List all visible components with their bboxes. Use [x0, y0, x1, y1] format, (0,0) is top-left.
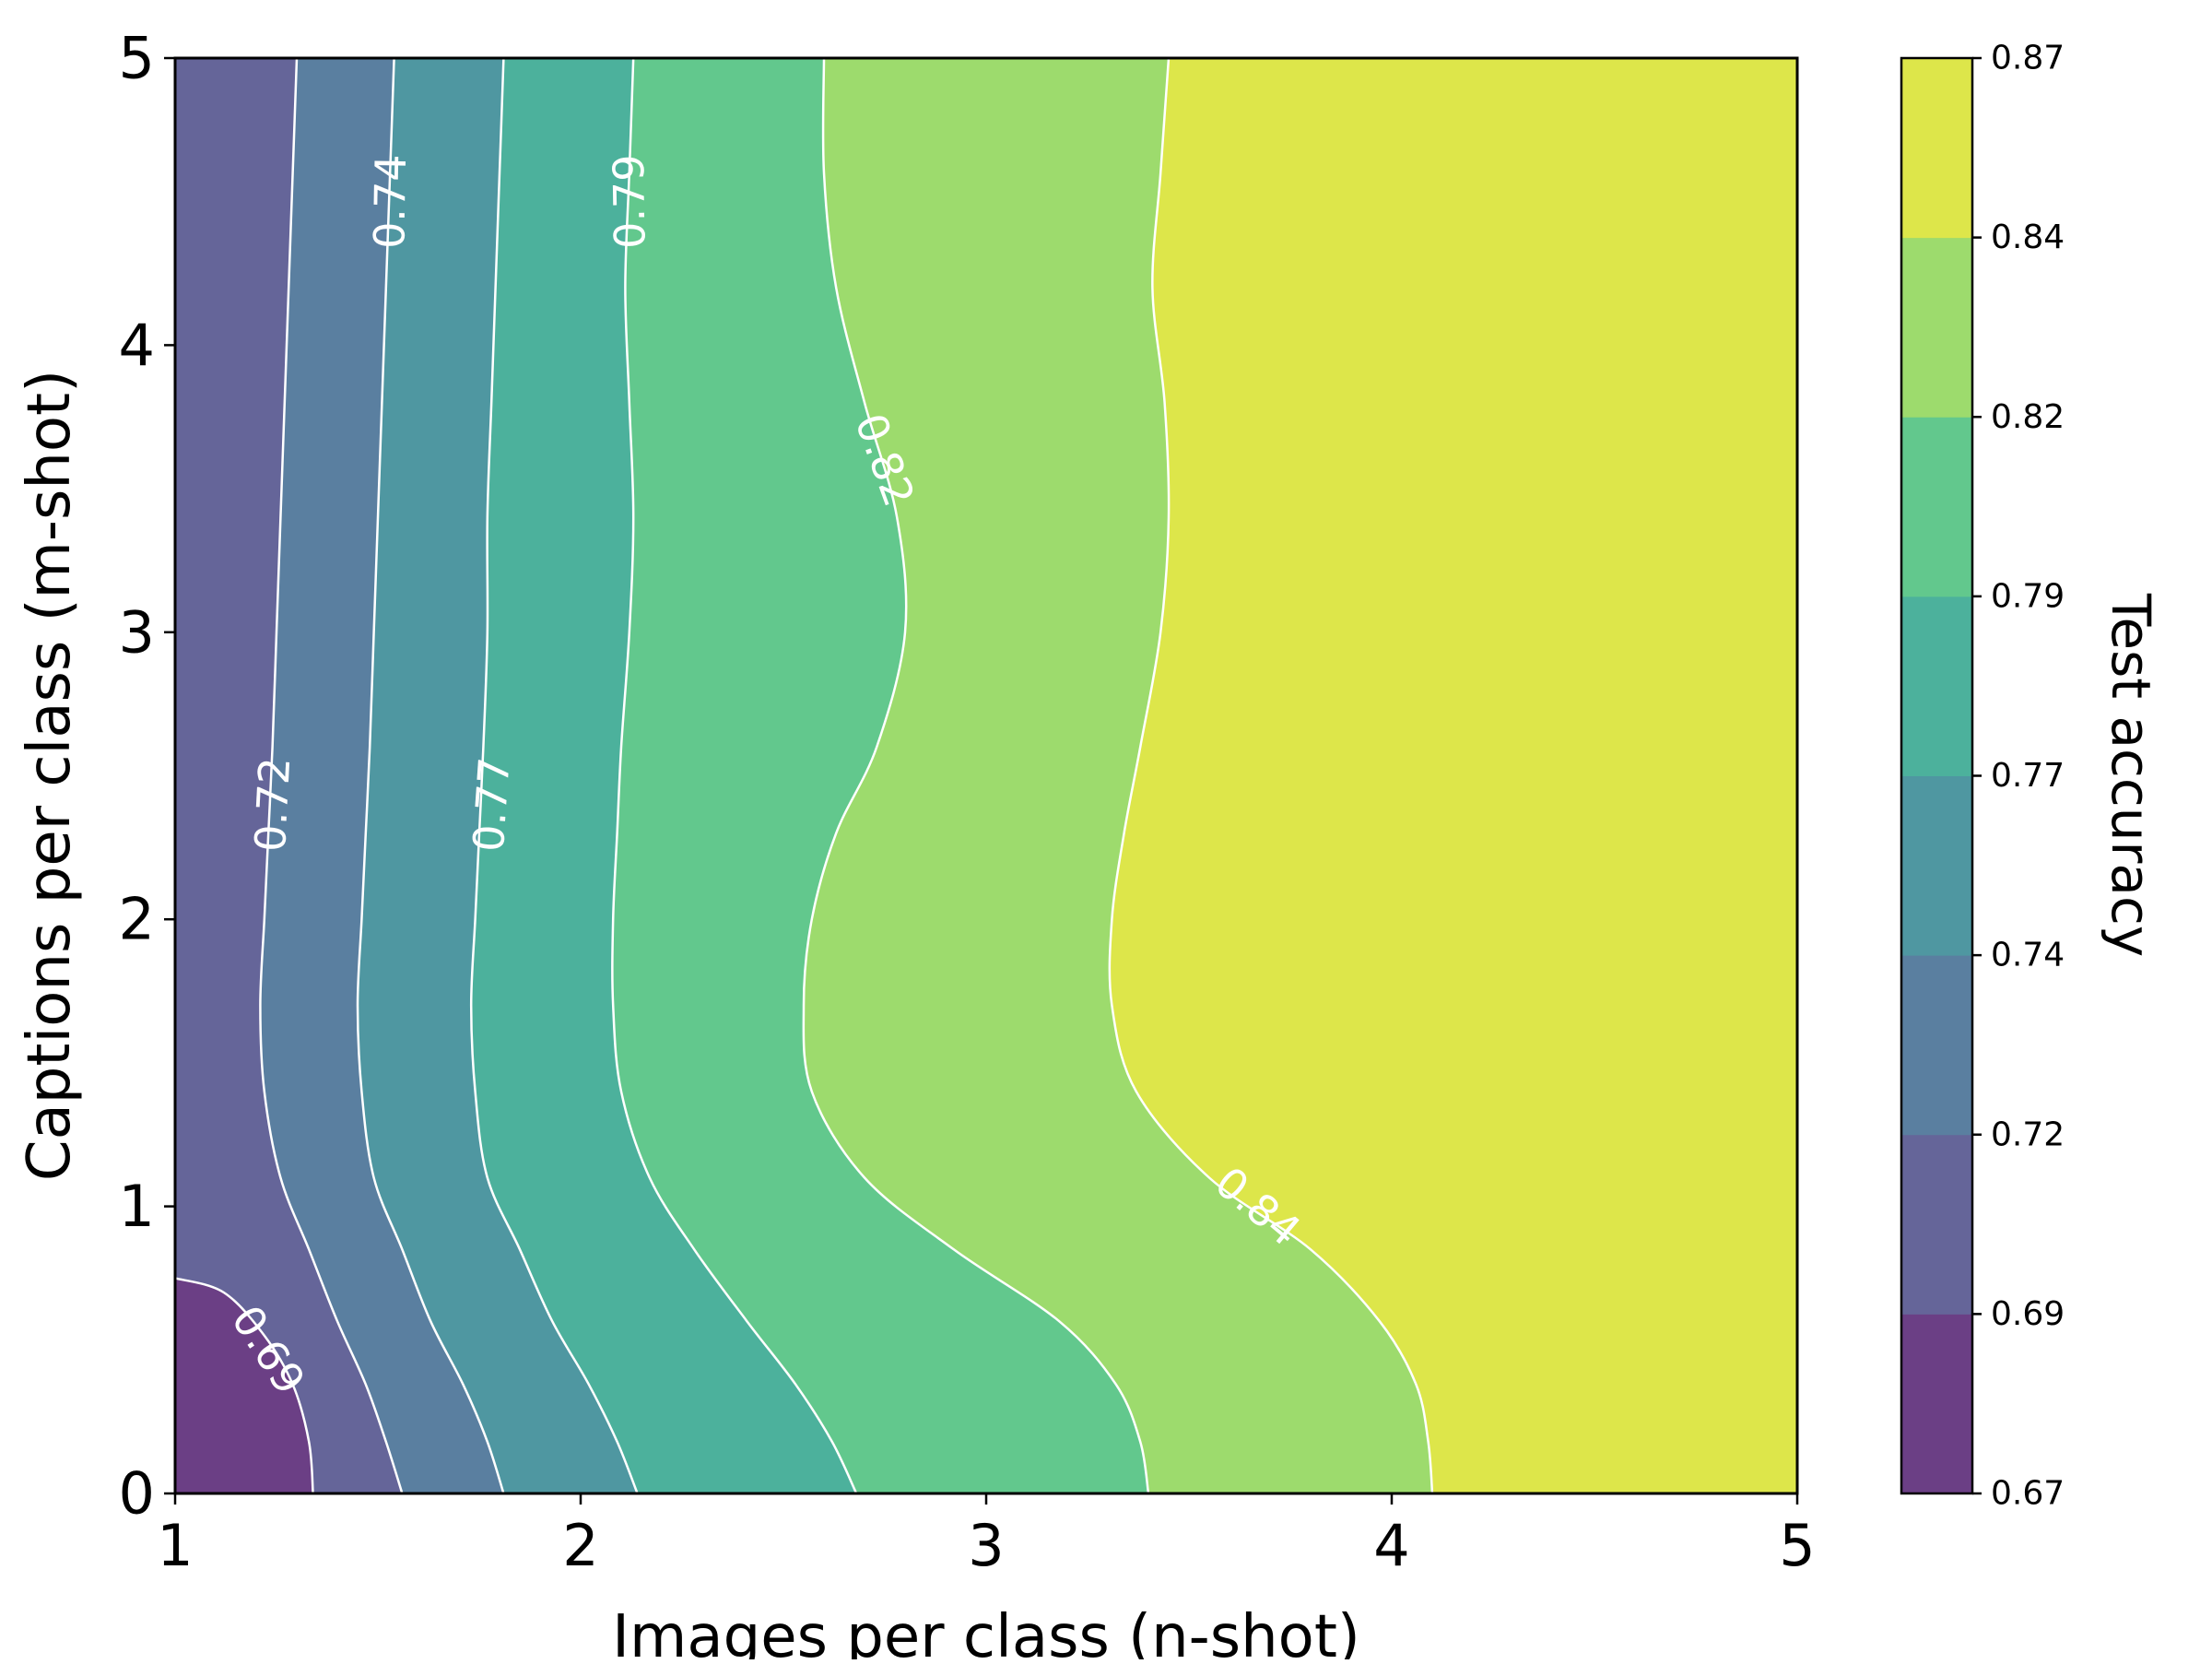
x-tick-label-2: 2 — [562, 1512, 598, 1579]
colorbar-tick-label-0.87: 0.87 — [1991, 40, 2065, 77]
colorbar-tick-label-0.67: 0.67 — [1991, 1475, 2065, 1513]
contour-band-0.67-0.69 — [175, 1278, 313, 1493]
contour-line-0.72 — [259, 58, 404, 1493]
colorbar-tick-label-0.79: 0.79 — [1991, 577, 2065, 615]
colorbar-tick-label-0.69: 0.69 — [1991, 1295, 2065, 1333]
contour-fill-bands — [175, 58, 1797, 1493]
x-tick-label-5: 5 — [1779, 1512, 1815, 1579]
x-tick-label-3: 3 — [968, 1512, 1004, 1579]
y-tick-label-0: 0 — [119, 1460, 155, 1528]
contour-label-0.79: 0.79 — [604, 154, 655, 249]
colorbar: 0.67 0.69 0.72 0.74 0.77 0.79 0.82 0.84 0.87 — [1900, 40, 2065, 1513]
contour-lines — [175, 58, 1434, 1493]
contour-label-0.74: 0.74 — [364, 154, 416, 249]
y-tick-label-3: 3 — [119, 598, 155, 666]
x-axis-label: Images per class (n-shot) — [612, 1603, 1360, 1659]
colorbar-tick-label-0.72: 0.72 — [1991, 1115, 2065, 1153]
contour-line-0.84 — [1108, 58, 1434, 1493]
colorbar-segment-0.77-0.79 — [1901, 596, 1972, 776]
colorbar-tick-label-0.84: 0.84 — [1991, 218, 2065, 256]
contour-line-0.82 — [802, 58, 1150, 1493]
y-axis: 0 1 2 3 4 5 — [119, 25, 175, 1528]
contour-line-0.79 — [611, 58, 858, 1493]
colorbar-segment-0.69-0.72 — [1901, 1134, 1972, 1315]
colorbar-segment-0.79-0.82 — [1901, 417, 1972, 597]
x-axis: 1 2 3 4 5 — [157, 1493, 1816, 1579]
colorbar-tick-label-0.82: 0.82 — [1991, 398, 2065, 436]
colorbar-tick-label-0.74: 0.74 — [1991, 937, 2065, 974]
contour-band-0.69-0.72 — [175, 58, 403, 1493]
contour-line-0.77 — [469, 58, 639, 1493]
colorbar-segment-0.72-0.74 — [1901, 955, 1972, 1136]
x-tick-label-1: 1 — [157, 1512, 193, 1579]
colorbar-tick-label-0.77: 0.77 — [1991, 757, 2065, 795]
y-tick-label-2: 2 — [119, 886, 155, 953]
y-axis-label: Captions per class (m-shot) — [16, 370, 84, 1181]
y-tick-label-1: 1 — [119, 1173, 155, 1240]
contour-label-0.77: 0.77 — [464, 756, 520, 854]
x-tick-label-4: 4 — [1373, 1512, 1409, 1579]
contour-line-0.74 — [356, 58, 505, 1493]
colorbar-segment-0.67-0.69 — [1901, 1314, 1972, 1494]
colorbar-label: Test accuracy — [2100, 593, 2162, 957]
colorbar-segment-0.84-0.87 — [1901, 58, 1972, 239]
contour-label-0.72: 0.72 — [245, 756, 300, 853]
y-tick-label-4: 4 — [119, 312, 155, 379]
contour-line-0.69 — [175, 1277, 314, 1493]
y-tick-label-5: 5 — [119, 25, 155, 92]
colorbar-segment-0.82-0.84 — [1901, 237, 1972, 418]
colorbar-segment-0.74-0.77 — [1901, 775, 1972, 956]
